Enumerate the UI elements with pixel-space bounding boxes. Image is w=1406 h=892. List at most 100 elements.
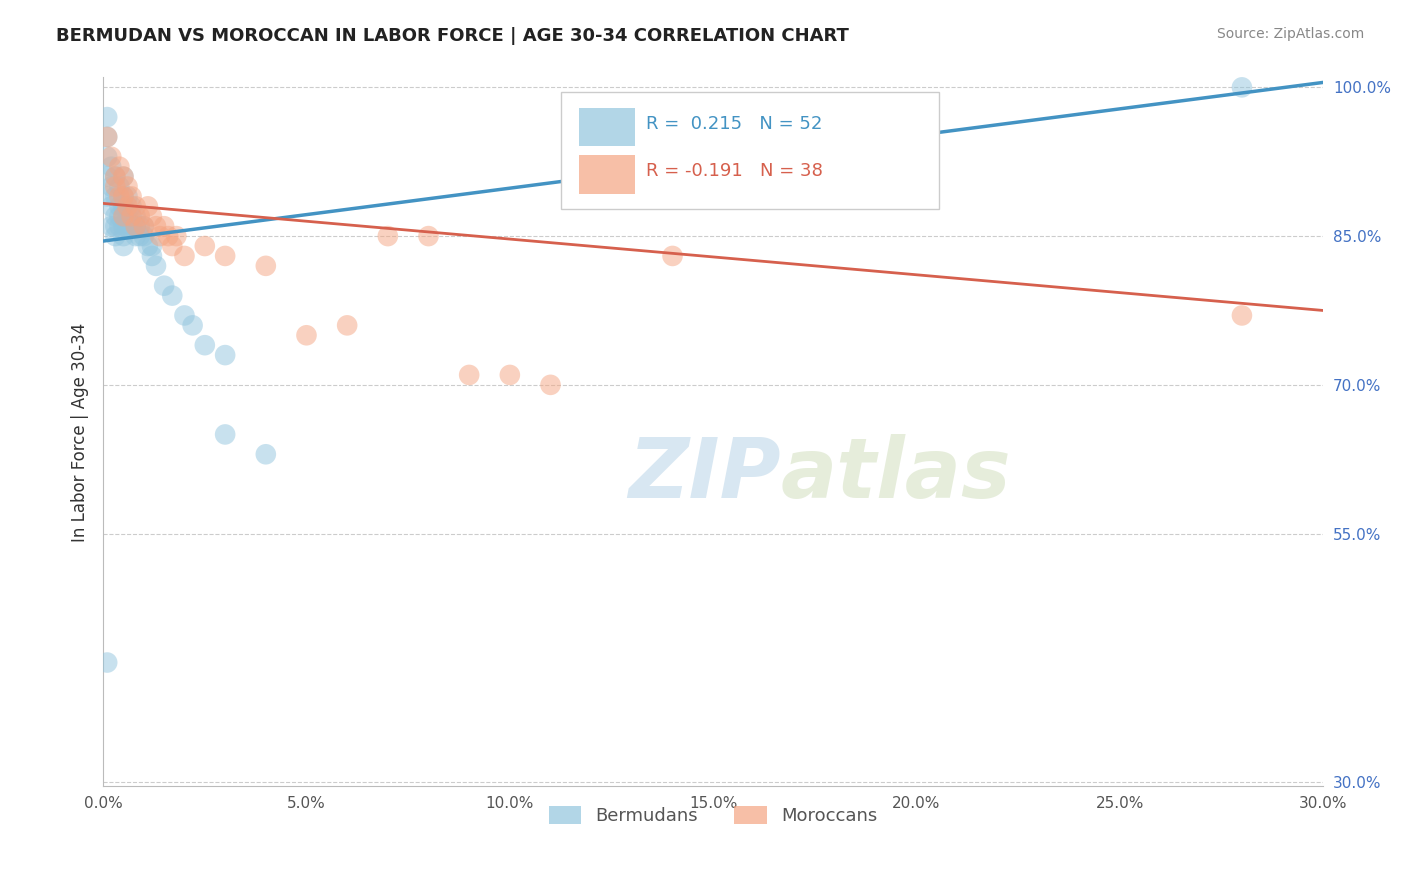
- Point: [96, 110, 118, 124]
- Point: [214, 249, 236, 263]
- Point: [173, 309, 195, 323]
- Text: ZIP: ZIP: [628, 434, 780, 515]
- Point: [104, 209, 127, 223]
- Point: [96, 150, 118, 164]
- Point: [458, 368, 481, 382]
- Point: [1230, 309, 1253, 323]
- Point: [173, 249, 195, 263]
- Point: [141, 209, 163, 223]
- Point: [153, 278, 176, 293]
- Point: [157, 229, 180, 244]
- Point: [214, 348, 236, 362]
- Point: [128, 219, 150, 234]
- Point: [104, 169, 127, 184]
- Point: [136, 239, 159, 253]
- Point: [121, 189, 143, 203]
- Point: [100, 160, 122, 174]
- Point: [108, 199, 131, 213]
- Point: [112, 199, 135, 213]
- Point: [117, 189, 139, 203]
- Point: [124, 209, 146, 223]
- Point: [418, 229, 440, 244]
- Point: [96, 656, 118, 670]
- Point: [194, 239, 217, 253]
- Point: [336, 318, 359, 333]
- Point: [254, 259, 277, 273]
- Point: [117, 219, 139, 234]
- Text: atlas: atlas: [780, 434, 1011, 515]
- Point: [121, 209, 143, 223]
- Point: [153, 219, 176, 234]
- Point: [104, 169, 127, 184]
- Point: [100, 150, 122, 164]
- Point: [121, 219, 143, 234]
- Point: [96, 130, 118, 145]
- Point: [499, 368, 522, 382]
- Point: [181, 318, 204, 333]
- Point: [141, 249, 163, 263]
- Text: R =  0.215   N = 52: R = 0.215 N = 52: [647, 114, 823, 133]
- Point: [124, 229, 146, 244]
- FancyBboxPatch shape: [579, 108, 636, 146]
- Point: [162, 239, 184, 253]
- Point: [112, 219, 135, 234]
- Point: [112, 169, 135, 184]
- FancyBboxPatch shape: [561, 92, 939, 209]
- Point: [100, 179, 122, 194]
- Point: [104, 179, 127, 194]
- Point: [132, 219, 155, 234]
- Point: [117, 209, 139, 223]
- Point: [108, 189, 131, 203]
- Point: [377, 229, 399, 244]
- Point: [117, 179, 139, 194]
- Point: [104, 189, 127, 203]
- Point: [96, 169, 118, 184]
- Point: [104, 229, 127, 244]
- Point: [194, 338, 217, 352]
- Point: [112, 189, 135, 203]
- Point: [149, 229, 172, 244]
- Point: [108, 219, 131, 234]
- Point: [141, 239, 163, 253]
- Point: [128, 229, 150, 244]
- Point: [540, 377, 562, 392]
- Point: [100, 219, 122, 234]
- Point: [100, 199, 122, 213]
- Text: BERMUDAN VS MOROCCAN IN LABOR FORCE | AGE 30-34 CORRELATION CHART: BERMUDAN VS MOROCCAN IN LABOR FORCE | AG…: [56, 27, 849, 45]
- Point: [112, 239, 135, 253]
- Point: [112, 189, 135, 203]
- Point: [165, 229, 187, 244]
- Point: [117, 199, 139, 213]
- Point: [112, 209, 135, 223]
- Point: [254, 447, 277, 461]
- Point: [145, 219, 167, 234]
- Point: [96, 130, 118, 145]
- Point: [108, 179, 131, 194]
- Point: [132, 219, 155, 234]
- Point: [112, 229, 135, 244]
- Text: Source: ZipAtlas.com: Source: ZipAtlas.com: [1216, 27, 1364, 41]
- Point: [295, 328, 318, 343]
- Point: [214, 427, 236, 442]
- Point: [121, 199, 143, 213]
- Point: [96, 189, 118, 203]
- Point: [145, 259, 167, 273]
- Point: [112, 169, 135, 184]
- Y-axis label: In Labor Force | Age 30-34: In Labor Force | Age 30-34: [72, 322, 89, 541]
- Point: [136, 199, 159, 213]
- Point: [1230, 80, 1253, 95]
- Legend: Bermudans, Moroccans: Bermudans, Moroccans: [540, 797, 887, 834]
- Point: [162, 288, 184, 302]
- Point: [124, 219, 146, 234]
- FancyBboxPatch shape: [579, 155, 636, 194]
- Point: [124, 219, 146, 234]
- Point: [124, 199, 146, 213]
- Point: [112, 209, 135, 223]
- Point: [104, 219, 127, 234]
- Text: R = -0.191   N = 38: R = -0.191 N = 38: [647, 162, 823, 180]
- Point: [108, 160, 131, 174]
- Point: [132, 229, 155, 244]
- Point: [108, 209, 131, 223]
- Point: [661, 249, 683, 263]
- Point: [128, 209, 150, 223]
